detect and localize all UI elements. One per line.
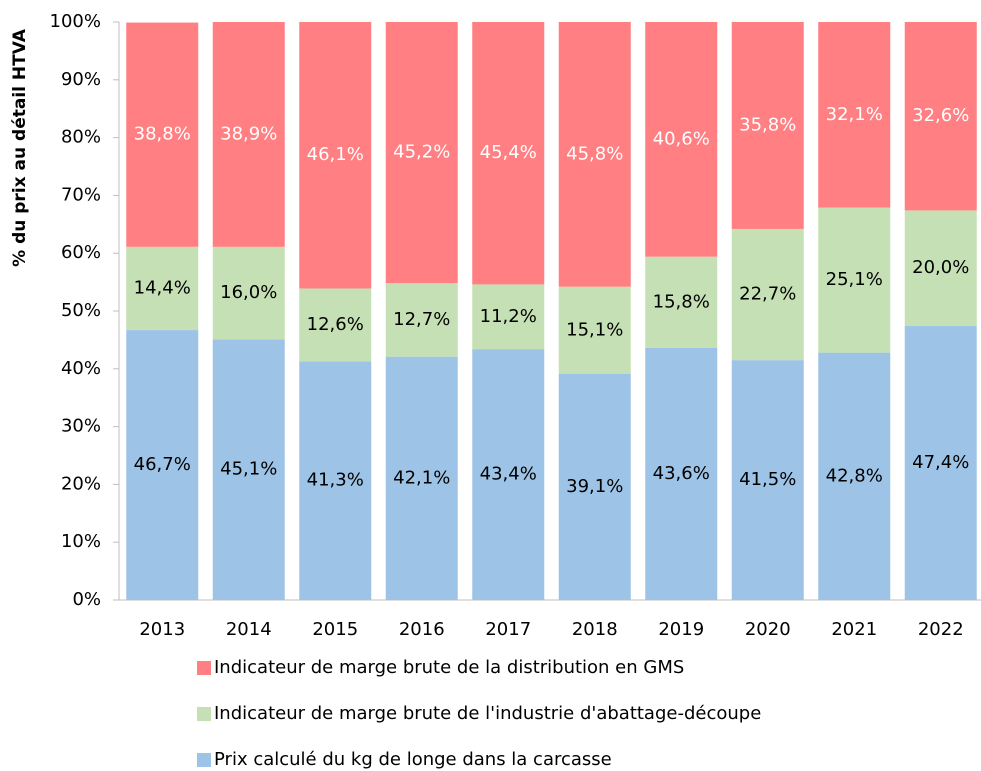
legend-swatch bbox=[197, 661, 211, 675]
y-tick-label: 30% bbox=[61, 416, 101, 437]
bar-segment bbox=[212, 22, 285, 247]
y-tick-label: 50% bbox=[61, 300, 101, 321]
bar-segment bbox=[731, 228, 804, 361]
data-label: 16,0% bbox=[220, 282, 277, 303]
data-label: 42,1% bbox=[393, 467, 450, 488]
y-tick-label: 80% bbox=[61, 127, 101, 148]
bar-segment bbox=[731, 360, 804, 600]
data-label: 32,6% bbox=[912, 105, 969, 126]
data-label: 15,1% bbox=[566, 319, 623, 340]
data-label: 12,6% bbox=[307, 314, 364, 335]
data-label: 45,4% bbox=[480, 142, 537, 163]
data-label: 12,7% bbox=[393, 309, 450, 330]
x-tick-label: 2014 bbox=[226, 619, 272, 640]
data-label: 43,4% bbox=[480, 464, 537, 485]
x-tick-label: 2022 bbox=[918, 619, 964, 640]
y-tick-label: 40% bbox=[61, 358, 101, 379]
x-tick-label: 2017 bbox=[485, 619, 531, 640]
x-tick-label: 2015 bbox=[312, 619, 358, 640]
bar-segment bbox=[645, 347, 718, 600]
bar-segment bbox=[818, 352, 891, 600]
y-tick-label: 100% bbox=[50, 11, 101, 32]
data-label: 14,4% bbox=[134, 277, 191, 298]
data-label: 25,1% bbox=[826, 269, 883, 290]
bar-segment bbox=[904, 22, 977, 211]
data-label: 47,4% bbox=[912, 452, 969, 473]
data-label: 38,9% bbox=[220, 123, 277, 144]
data-label: 32,1% bbox=[826, 104, 883, 125]
bar-segment bbox=[126, 330, 199, 600]
data-label: 39,1% bbox=[566, 476, 623, 497]
bar-segment bbox=[472, 284, 545, 350]
x-tick-label: 2013 bbox=[139, 619, 185, 640]
bar-segment bbox=[558, 22, 631, 287]
x-tick-label: 2021 bbox=[831, 619, 877, 640]
x-tick-label: 2018 bbox=[572, 619, 618, 640]
y-tick-label: 20% bbox=[61, 473, 101, 494]
bar-segment bbox=[558, 374, 631, 600]
y-tick-label: 60% bbox=[61, 242, 101, 263]
bar-segment bbox=[645, 256, 718, 348]
bar-segment bbox=[385, 283, 458, 357]
data-label: 40,6% bbox=[653, 128, 710, 149]
data-label: 46,7% bbox=[134, 454, 191, 475]
data-label: 45,1% bbox=[220, 459, 277, 480]
legend-label: Prix calculé du kg de longe dans la carc… bbox=[214, 749, 612, 770]
data-label: 43,6% bbox=[653, 463, 710, 484]
legend-swatch bbox=[197, 707, 211, 721]
y-tick-label: 90% bbox=[61, 69, 101, 90]
bar-segment bbox=[472, 22, 545, 285]
bar-segment bbox=[126, 246, 199, 331]
bar-segment bbox=[818, 22, 891, 208]
data-label: 46,1% bbox=[307, 144, 364, 165]
bar-segment bbox=[212, 339, 285, 600]
data-label: 22,7% bbox=[739, 284, 796, 305]
legend-label: Indicateur de marge brute de l'industrie… bbox=[214, 703, 761, 724]
legend-swatch bbox=[197, 753, 211, 767]
data-label: 38,8% bbox=[134, 124, 191, 145]
bar-segment bbox=[126, 22, 199, 247]
y-tick-label: 70% bbox=[61, 184, 101, 205]
legend-label: Indicateur de marge brute de la distribu… bbox=[214, 657, 684, 678]
bar-segment bbox=[299, 22, 372, 289]
y-axis-title: % du prix au détail HTVA bbox=[10, 28, 30, 267]
bar-segment bbox=[299, 361, 372, 600]
data-label: 45,2% bbox=[393, 142, 450, 163]
bar-segment bbox=[472, 349, 545, 600]
bar-segment bbox=[385, 22, 458, 284]
data-label: 42,8% bbox=[826, 465, 883, 486]
bar-segment bbox=[558, 286, 631, 375]
bar-segment bbox=[645, 22, 718, 257]
bar-segment bbox=[818, 207, 891, 353]
data-label: 41,5% bbox=[739, 469, 796, 490]
bar-segment bbox=[385, 356, 458, 600]
x-tick-label: 2019 bbox=[658, 619, 704, 640]
y-tick-label: 0% bbox=[72, 589, 101, 610]
x-tick-label: 2020 bbox=[745, 619, 791, 640]
bar-segment bbox=[904, 210, 977, 327]
data-label: 35,8% bbox=[739, 114, 796, 135]
data-label: 15,8% bbox=[653, 291, 710, 312]
bar-segment bbox=[299, 288, 372, 362]
bar-segment bbox=[904, 326, 977, 600]
bar-segment bbox=[212, 246, 285, 340]
data-label: 20,0% bbox=[912, 257, 969, 278]
data-label: 45,8% bbox=[566, 143, 623, 164]
y-tick-label: 10% bbox=[61, 531, 101, 552]
data-label: 11,2% bbox=[480, 306, 537, 327]
bar-segment bbox=[731, 22, 804, 229]
data-label: 41,3% bbox=[307, 470, 364, 491]
x-tick-label: 2016 bbox=[399, 619, 445, 640]
